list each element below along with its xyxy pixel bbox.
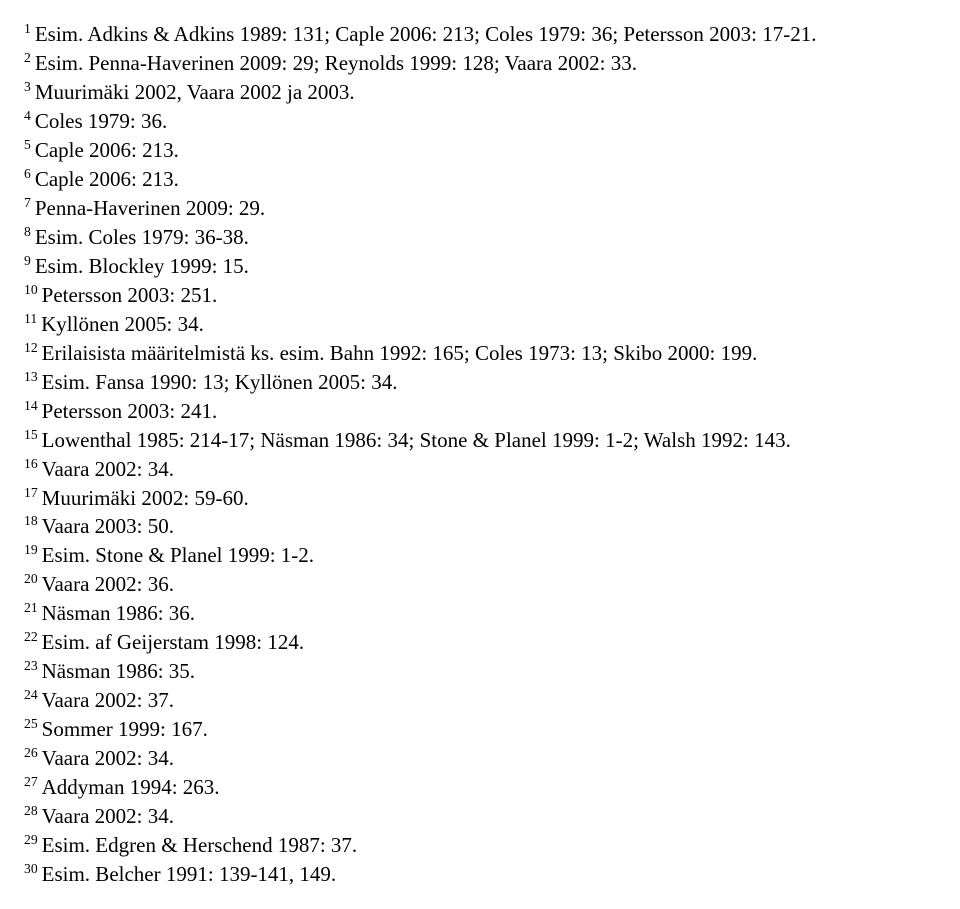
- footnote-number: 28: [24, 803, 38, 818]
- footnote-number: 24: [24, 687, 38, 702]
- footnote-text: Esim. Stone & Planel 1999: 1-2.: [42, 543, 314, 567]
- footnote-text: Esim. Blockley 1999: 15.: [35, 254, 249, 278]
- footnote-text: Lowenthal 1985: 214-17; Näsman 1986: 34;…: [42, 428, 791, 452]
- footnote-text: Näsman 1986: 36.: [42, 601, 195, 625]
- footnote-number: 17: [24, 485, 38, 500]
- footnote-line: 27 Addyman 1994: 263.: [24, 773, 936, 802]
- footnote-number: 12: [24, 340, 38, 355]
- footnote-number: 30: [24, 861, 38, 876]
- footnote-line: 13 Esim. Fansa 1990: 13; Kyllönen 2005: 3…: [24, 368, 936, 397]
- footnote-text: Näsman 1986: 35.: [42, 659, 195, 683]
- footnote-number: 20: [24, 571, 38, 586]
- footnote-number: 14: [24, 398, 38, 413]
- footnote-text: Kyllönen 2005: 34.: [41, 312, 204, 336]
- footnote-text: Petersson 2003: 241.: [42, 399, 218, 423]
- footnote-number: 1: [24, 21, 31, 36]
- footnote-line: 5 Caple 2006: 213.: [24, 136, 936, 165]
- footnote-line: 16 Vaara 2002: 34.: [24, 455, 936, 484]
- footnote-line: 29 Esim. Edgren & Herschend 1987: 37.: [24, 831, 936, 860]
- footnote-text: Petersson 2003: 251.: [42, 283, 218, 307]
- footnote-line: 10 Petersson 2003: 251.: [24, 281, 936, 310]
- footnote-number: 25: [24, 716, 38, 731]
- footnote-number: 10: [24, 282, 38, 297]
- footnote-line: 21 Näsman 1986: 36.: [24, 599, 936, 628]
- footnote-text: Penna-Haverinen 2009: 29.: [35, 196, 265, 220]
- footnote-line: 11 Kyllönen 2005: 34.: [24, 310, 936, 339]
- footnote-line: 19 Esim. Stone & Planel 1999: 1-2.: [24, 541, 936, 570]
- footnote-number: 19: [24, 542, 38, 557]
- footnote-text: Esim. Belcher 1991: 139-141, 149.: [42, 862, 337, 886]
- footnote-number: 5: [24, 137, 31, 152]
- footnote-text: Esim. af Geijerstam 1998: 124.: [42, 630, 304, 654]
- footnotes-list: 1 Esim. Adkins & Adkins 1989: 131; Caple …: [24, 20, 936, 889]
- footnote-text: Esim. Fansa 1990: 13; Kyllönen 2005: 34.: [42, 370, 398, 394]
- footnote-number: 21: [24, 600, 38, 615]
- footnote-number: 6: [24, 166, 31, 181]
- footnote-text: Muurimäki 2002: 59-60.: [42, 486, 249, 510]
- footnote-text: Vaara 2002: 34.: [42, 746, 174, 770]
- footnote-number: 4: [24, 108, 31, 123]
- footnote-line: 15 Lowenthal 1985: 214-17; Näsman 1986: 3…: [24, 426, 936, 455]
- footnote-line: 1 Esim. Adkins & Adkins 1989: 131; Caple …: [24, 20, 936, 49]
- footnote-line: 26 Vaara 2002: 34.: [24, 744, 936, 773]
- footnote-number: 3: [24, 79, 31, 94]
- footnote-text: Vaara 2003: 50.: [42, 514, 174, 538]
- footnote-line: 9 Esim. Blockley 1999: 15.: [24, 252, 936, 281]
- footnote-number: 13: [24, 369, 38, 384]
- footnote-text: Coles 1979: 36.: [35, 109, 167, 133]
- footnote-number: 27: [24, 774, 38, 789]
- footnote-text: Vaara 2002: 37.: [42, 688, 174, 712]
- footnote-text: Vaara 2002: 36.: [42, 572, 174, 596]
- footnote-text: Esim. Adkins & Adkins 1989: 131; Caple 2…: [35, 22, 817, 46]
- footnote-line: 24 Vaara 2002: 37.: [24, 686, 936, 715]
- footnote-text: Erilaisista määritelmistä ks. esim. Bahn…: [42, 341, 758, 365]
- footnote-line: 30 Esim. Belcher 1991: 139-141, 149.: [24, 860, 936, 889]
- footnote-text: Esim. Edgren & Herschend 1987: 37.: [42, 833, 358, 857]
- footnote-number: 7: [24, 195, 31, 210]
- footnote-number: 26: [24, 745, 38, 760]
- footnote-line: 6 Caple 2006: 213.: [24, 165, 936, 194]
- footnote-line: 3 Muurimäki 2002, Vaara 2002 ja 2003.: [24, 78, 936, 107]
- footnote-line: 20 Vaara 2002: 36.: [24, 570, 936, 599]
- footnote-number: 23: [24, 658, 38, 673]
- footnote-text: Sommer 1999: 167.: [42, 717, 208, 741]
- footnote-text: Esim. Penna-Haverinen 2009: 29; Reynolds…: [35, 51, 637, 75]
- footnote-line: 8 Esim. Coles 1979: 36-38.: [24, 223, 936, 252]
- footnote-line: 12 Erilaisista määritelmistä ks. esim. Ba…: [24, 339, 936, 368]
- footnote-text: Vaara 2002: 34.: [42, 804, 174, 828]
- footnote-number: 9: [24, 253, 31, 268]
- footnote-text: Esim. Coles 1979: 36-38.: [35, 225, 249, 249]
- footnote-number: 2: [24, 50, 31, 65]
- footnote-number: 8: [24, 224, 31, 239]
- footnote-line: 7 Penna-Haverinen 2009: 29.: [24, 194, 936, 223]
- footnote-line: 25 Sommer 1999: 167.: [24, 715, 936, 744]
- footnote-line: 28 Vaara 2002: 34.: [24, 802, 936, 831]
- footnote-number: 29: [24, 832, 38, 847]
- footnote-line: 14 Petersson 2003: 241.: [24, 397, 936, 426]
- footnote-text: Vaara 2002: 34.: [42, 457, 174, 481]
- footnote-line: 18 Vaara 2003: 50.: [24, 512, 936, 541]
- footnote-line: 22 Esim. af Geijerstam 1998: 124.: [24, 628, 936, 657]
- footnote-number: 18: [24, 513, 38, 528]
- footnote-number: 11: [24, 311, 37, 326]
- footnote-line: 2 Esim. Penna-Haverinen 2009: 29; Reynold…: [24, 49, 936, 78]
- footnote-number: 16: [24, 456, 38, 471]
- footnote-line: 23 Näsman 1986: 35.: [24, 657, 936, 686]
- footnote-number: 15: [24, 427, 38, 442]
- footnote-line: 4 Coles 1979: 36.: [24, 107, 936, 136]
- footnote-line: 17 Muurimäki 2002: 59-60.: [24, 484, 936, 513]
- footnote-text: Caple 2006: 213.: [35, 138, 179, 162]
- footnote-text: Muurimäki 2002, Vaara 2002 ja 2003.: [35, 80, 355, 104]
- footnote-text: Caple 2006: 213.: [35, 167, 179, 191]
- footnote-text: Addyman 1994: 263.: [42, 775, 220, 799]
- footnote-number: 22: [24, 629, 38, 644]
